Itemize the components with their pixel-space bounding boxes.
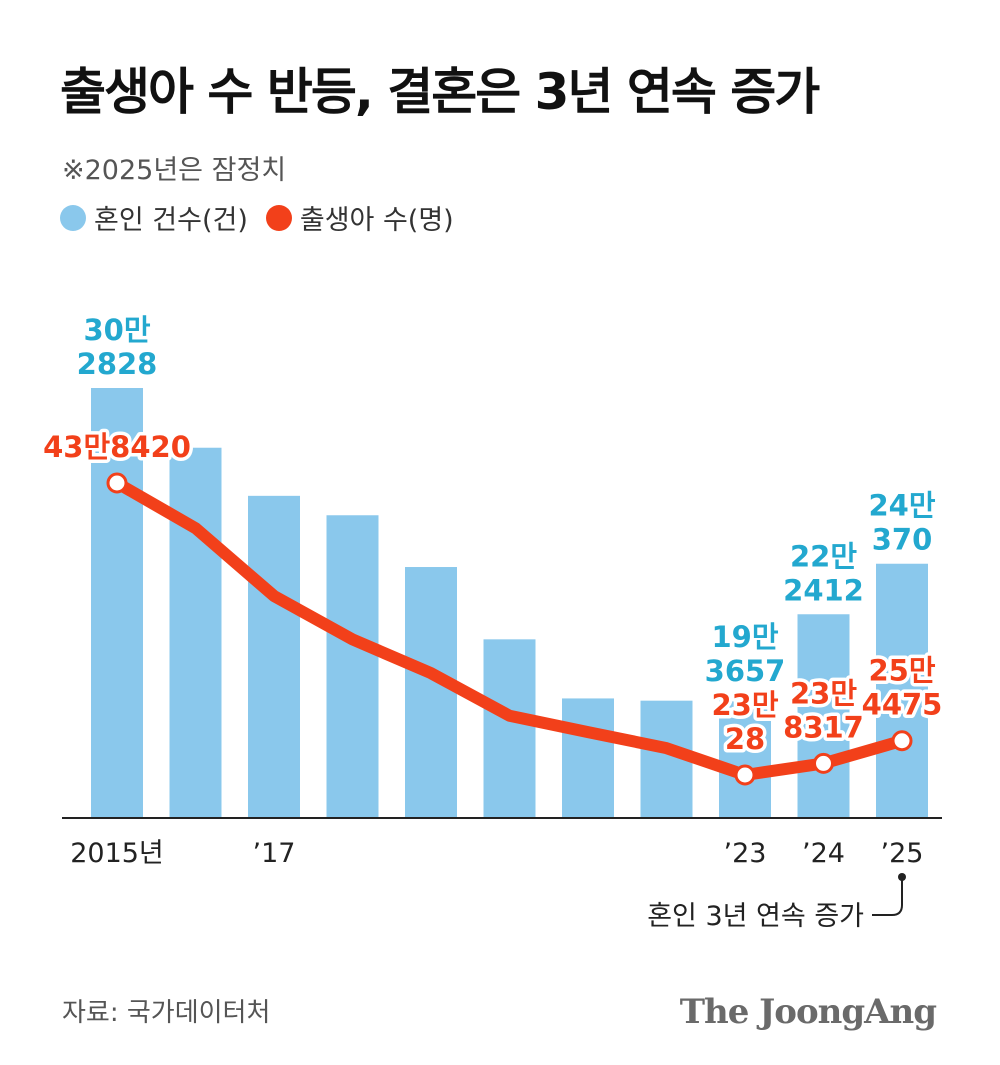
legend: 혼인 건수(건) 출생아 수(명): [60, 198, 472, 237]
marriage-label-2023-1-halo: 3657: [705, 654, 786, 688]
births-marker-2015: [106, 472, 128, 494]
x-tick-label-2023: ’23: [724, 838, 767, 869]
births-point-2021: [586, 730, 590, 735]
marriage-label-2025-1: 370: [872, 523, 933, 557]
annotation-leader: [872, 877, 903, 916]
births-label-2015-0-halo: 43만8420: [43, 430, 191, 464]
legend-marriage-label: 혼인 건수(건): [94, 205, 248, 236]
annotation-text: 혼인 3년 연속 증가: [647, 901, 864, 932]
births-label-2024-1: 8317: [783, 710, 864, 744]
births-label-2024-1-halo: 8317: [783, 710, 864, 744]
births-point-2022: [664, 746, 669, 751]
births-label-2023-1: 28: [725, 722, 765, 756]
marriage-label-2024-0-halo: 22만: [790, 539, 857, 573]
births-label-2025-1: 4475: [862, 688, 943, 722]
legend-births-swatch: [265, 204, 292, 231]
births-point-2020: [507, 713, 512, 718]
brand-logo: The JoongAng: [679, 992, 937, 1032]
marriage-label-2015-0: 30만: [83, 313, 150, 347]
marriage-label-2025-0-halo: 24만: [868, 489, 935, 523]
legend-births-label: 출생아 수(명): [299, 205, 454, 236]
source-note: 자료: 국가데이터처: [62, 998, 271, 1028]
combo-chart: 2015년 ’17’23’24’2530만30만2828282819만19만365…: [43, 313, 943, 932]
marriage-label-2015-0-halo: 30만: [83, 313, 150, 347]
births-label-2023-0: 23만: [711, 688, 778, 722]
births-point-2018: [350, 637, 355, 642]
x-tick-label-2024: ’24: [802, 838, 845, 869]
marriage-bar-2023: [719, 695, 771, 818]
marriage-label-2023-1: 3657: [705, 654, 786, 688]
legend-item-marriage: 혼인 건수(건): [60, 198, 248, 237]
marriage-bar-2025: [876, 563, 928, 818]
births-label-2023-0-halo: 23만: [711, 688, 778, 722]
marriage-label-2024-1-halo: 2412: [783, 573, 864, 607]
births-label-2025-0: 25만: [868, 654, 935, 688]
chart-title: 출생아 수 반등, 결혼은 3년 연속 증가: [60, 63, 820, 121]
provisional-note: ※2025년은 잠정치: [62, 155, 287, 186]
x-tick-label-2017: ’17: [253, 838, 296, 869]
births-label-2023-1-halo: 28: [725, 722, 765, 756]
marriage-label-2024-1: 2412: [783, 573, 864, 607]
births-label-2024-0: 23만: [790, 676, 857, 710]
legend-marriage-swatch: [60, 204, 86, 231]
marriage-bar-2016: [169, 447, 222, 818]
births-label-2015-0: 43만8420: [43, 430, 191, 464]
marriage-bar-2024: [797, 614, 850, 818]
marriage-bar-2018: [326, 515, 379, 818]
births-marker-2024: [813, 752, 834, 774]
marriage-label-2024-0: 22만: [790, 539, 857, 573]
marriage-label-2023-0-halo: 19만: [711, 620, 778, 654]
births-point-2017: [272, 593, 276, 598]
marriage-label-2015-1-halo: 2828: [77, 347, 158, 381]
marriage-label-2025-1-halo: 370: [872, 523, 933, 557]
marriage-bar-2015: [91, 388, 143, 818]
x-tick-label-2015: 2015년: [70, 838, 164, 869]
legend-item-births: 출생아 수(명): [265, 198, 454, 237]
births-label-2025-0-halo: 25만: [868, 654, 935, 688]
births-point-2016: [193, 526, 198, 531]
marriage-label-2023-0: 19만: [711, 620, 778, 654]
x-tick-label-2025: ’25: [881, 838, 924, 869]
marriage-bar-2017: [248, 495, 300, 818]
births-label-2024-0-halo: 23만: [790, 676, 857, 710]
marriage-label-2015-1: 2828: [77, 347, 158, 381]
marriage-bar-2021: [562, 698, 614, 818]
marriage-bar-2020: [483, 639, 536, 818]
marriage-bar-2019: [405, 567, 457, 818]
births-point-2019: [429, 671, 433, 676]
births-marker-2025: [891, 730, 913, 752]
births-label-2025-1-halo: 4475: [862, 688, 943, 722]
marriage-label-2025-0: 24만: [868, 489, 935, 523]
births-marker-2023: [734, 764, 756, 786]
